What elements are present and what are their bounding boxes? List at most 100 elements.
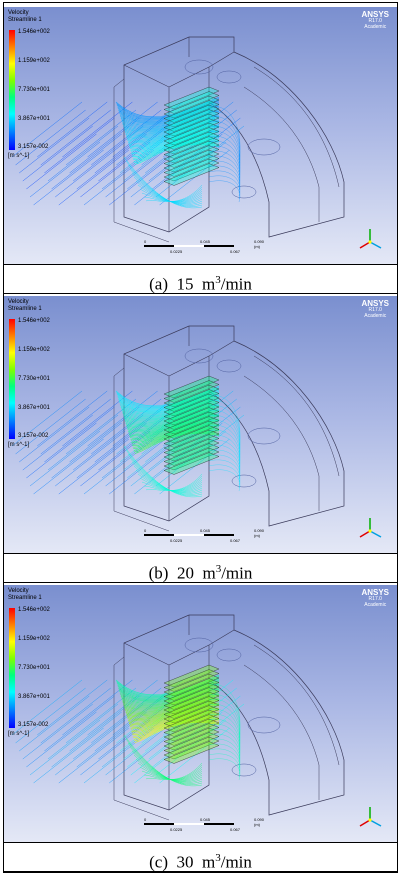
legend-unit: [m s^-1]	[8, 731, 30, 737]
lower-streamline	[139, 477, 203, 491]
inflow-streamline	[11, 101, 83, 158]
fan-outline	[184, 59, 214, 75]
inflow-streamline	[109, 149, 180, 206]
brand-edition: Academic	[364, 24, 387, 30]
inflow-streamline	[159, 727, 230, 784]
caption-value: 30	[176, 852, 194, 872]
inflow-streamline	[134, 438, 205, 495]
channel-streamline	[131, 136, 220, 155]
scale-label: 0.045	[200, 528, 211, 533]
heatsink-fin	[163, 696, 220, 719]
channel-streamline	[127, 127, 220, 144]
legend-variable: Velocity	[8, 299, 29, 305]
heatsink-fin	[163, 131, 220, 155]
inflow-streamline	[55, 719, 126, 776]
inflow-streamline	[37, 679, 108, 736]
channel-streamline	[116, 676, 220, 696]
channel-streamline	[128, 418, 220, 435]
lower-streamline	[141, 477, 203, 491]
caption-value: 15	[176, 274, 194, 294]
heatsink-fin	[163, 95, 220, 119]
simulation-panel-3: Velocity Streamline 1 1.546e+002 1.159e+…	[4, 585, 397, 842]
heatsink-fin	[163, 434, 220, 457]
heatsink-fin	[163, 113, 220, 137]
inflow-streamline	[62, 679, 133, 736]
inflow-streamline	[65, 109, 137, 166]
brand-version: R17.0	[368, 307, 382, 313]
scale-bar: 0 0.045 0.090 (m) 0.0225 0.067	[144, 239, 264, 259]
inflow-streamline	[91, 398, 162, 455]
streamline-visualization	[11, 325, 345, 532]
inflow-streamline	[69, 117, 140, 174]
heatsink-fin	[163, 100, 220, 123]
inflow-streamline	[33, 727, 104, 784]
legend-tick-4: 3.867e+001	[18, 405, 50, 411]
outlet-streamline	[208, 170, 241, 197]
lower-streamline	[137, 473, 203, 492]
channel-streamline	[125, 412, 220, 429]
inflow-streamline	[80, 719, 151, 776]
inlet-frame	[113, 367, 170, 532]
caption-exponent: 3	[215, 274, 221, 286]
inflow-streamline	[109, 727, 180, 784]
inflow-streamline	[22, 414, 93, 471]
heatsink-fin	[163, 429, 220, 453]
heatsink-fin	[163, 163, 220, 186]
scale-label: 0.067	[230, 538, 241, 543]
inflow-streamline	[15, 109, 86, 166]
heatsink-fin	[163, 91, 220, 114]
heatsink-fin	[163, 687, 220, 710]
lower-streamline	[129, 168, 203, 205]
inflow-streamline	[29, 141, 101, 198]
legend-tick-max: 1.546e+002	[18, 318, 50, 324]
heatsink-fin	[163, 420, 220, 444]
channel-streamline	[126, 124, 220, 141]
heatsink-fin	[163, 714, 220, 737]
channel-streamline	[128, 707, 220, 724]
inflow-streamline	[58, 727, 129, 784]
brand-name: ANSYS	[361, 299, 389, 308]
outlet-streamline	[208, 175, 241, 200]
scale-label: 0.045	[200, 817, 211, 822]
panel-caption-2: (b) 20 m3/min	[4, 553, 397, 583]
channel-streamline	[116, 99, 220, 119]
channel-streamline	[120, 109, 220, 128]
inflow-streamline	[62, 101, 133, 158]
fan-outline	[231, 763, 257, 777]
legend-title: Velocity Streamline 1	[8, 588, 42, 602]
channel-streamline	[133, 431, 220, 451]
caption-per: /min	[220, 274, 252, 294]
heatsink-fin	[163, 669, 220, 692]
axis-triad-icon	[359, 229, 382, 249]
channel-streamline	[117, 101, 220, 121]
lower-streamline	[131, 750, 203, 782]
inflow-streamline	[130, 719, 201, 776]
inflow-streamline	[130, 430, 201, 487]
channel-streamline	[129, 710, 220, 727]
inflow-streamline	[130, 141, 201, 198]
legend-tick-2: 1.159e+002	[18, 636, 50, 642]
inflow-streamline	[40, 398, 111, 455]
channel-streamline	[128, 420, 220, 436]
channel-streamline	[121, 401, 220, 419]
channel-streamline	[132, 139, 220, 157]
scale-bar: 0 0.045 0.090 (m) 0.0225 0.067	[144, 528, 264, 548]
inflow-streamline	[170, 117, 241, 174]
inflow-streamline	[51, 711, 122, 768]
channel-streamline	[128, 709, 220, 725]
channel-streamline	[134, 432, 220, 453]
inflow-streamline	[69, 695, 140, 752]
channel-streamline	[119, 395, 220, 415]
inflow-streamline	[170, 695, 241, 752]
inflow-streamline	[47, 125, 119, 182]
channel-streamline	[124, 119, 220, 136]
caption-unit: m	[202, 563, 216, 583]
inflow-streamline	[47, 703, 119, 760]
channel-streamline	[126, 702, 220, 719]
channel-streamline	[117, 390, 220, 410]
scale-segment	[174, 823, 204, 825]
channel-streamline	[126, 704, 220, 720]
lower-streamline	[145, 762, 203, 780]
outlet-streamline	[208, 454, 241, 483]
channel-streamline	[128, 131, 220, 147]
